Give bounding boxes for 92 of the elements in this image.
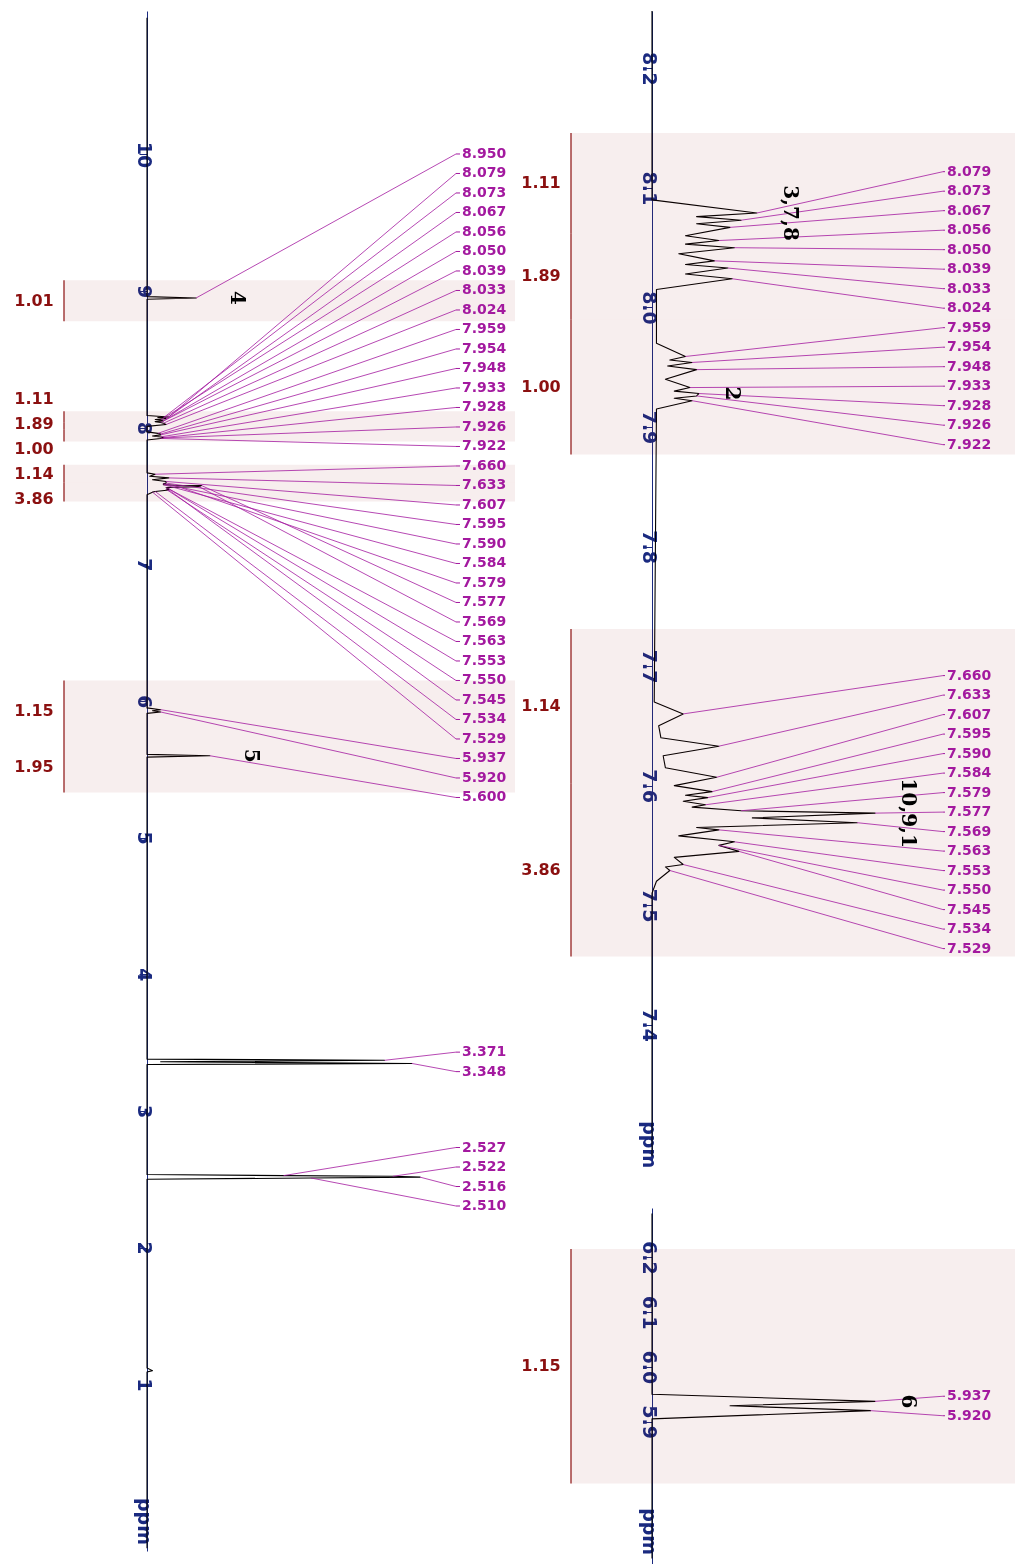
- annotation: 10,9,1: [897, 778, 922, 848]
- annotation: 7.959: [462, 320, 507, 337]
- band-label: 1.14: [521, 696, 561, 716]
- annotation: 6: [897, 1394, 922, 1409]
- annotation: 8.073: [462, 183, 507, 200]
- annotation: 8.067: [947, 201, 992, 218]
- annotation: 7.660: [947, 666, 992, 683]
- annotation: 5.920: [462, 768, 507, 785]
- band-label: 3.86: [14, 488, 54, 508]
- annotation: 2.527: [462, 1138, 507, 1155]
- annotation: 7.633: [947, 686, 992, 703]
- annotation: 5.937: [947, 1387, 992, 1404]
- annotation: 8.056: [462, 222, 507, 239]
- annotation: 7.595: [947, 725, 992, 742]
- band-label: 3.86: [521, 859, 561, 879]
- annotation: 8.067: [462, 203, 507, 220]
- annotation: 7.926: [462, 417, 507, 434]
- annotation: 2: [721, 386, 746, 401]
- annotation: 7.959: [947, 318, 992, 335]
- annotation: 7.534: [947, 920, 992, 937]
- annotation: 3.371: [462, 1043, 507, 1060]
- annotation: 8.050: [462, 242, 507, 259]
- band-label: 1.14: [14, 463, 54, 483]
- annotation: 8.073: [947, 182, 992, 199]
- annotation: 7.590: [462, 534, 507, 551]
- band-label: 1.00: [521, 376, 561, 396]
- annotation: 8.039: [462, 261, 507, 278]
- annotation: 7.553: [947, 861, 992, 878]
- annotation: 5: [239, 748, 264, 763]
- band-label: 1.11: [14, 388, 54, 408]
- annotation: 8.024: [462, 300, 507, 317]
- annotation: 3.348: [462, 1062, 507, 1079]
- annotation: 7.607: [947, 705, 992, 722]
- annotation: 7.590: [947, 744, 992, 761]
- annotation: 7.550: [462, 671, 507, 688]
- annotation: 7.948: [462, 359, 507, 376]
- annotation: 7.584: [462, 554, 507, 571]
- annotation: 7.933: [462, 378, 507, 395]
- annotation: 7.579: [947, 783, 992, 800]
- band-label: 1.11: [521, 173, 561, 193]
- annotation: 8.033: [462, 281, 507, 298]
- annotation: 7.529: [947, 939, 992, 956]
- annotation: 7.584: [947, 764, 992, 781]
- annotation: 8.079: [947, 162, 992, 179]
- annotation: 8.050: [947, 240, 992, 257]
- annotation: 8.033: [947, 279, 992, 296]
- annotation: 7.660: [462, 456, 507, 473]
- band-label: 1.15: [14, 701, 54, 721]
- band-label: 1.00: [14, 438, 54, 458]
- annotation: 7.579: [462, 573, 507, 590]
- annotation: 7.633: [462, 476, 507, 493]
- annotation: 8.950: [462, 144, 507, 161]
- annotation: 7.553: [462, 651, 507, 668]
- annotation: 2.510: [462, 1197, 507, 1214]
- annotation: 2.522: [462, 1158, 507, 1175]
- annotation: 7.954: [947, 338, 992, 355]
- annotation: 7.545: [947, 900, 992, 917]
- annotation: 5.600: [462, 788, 507, 805]
- annotation: 5.937: [462, 749, 507, 766]
- annotation: 8.039: [947, 260, 992, 277]
- annotation: 7.933: [947, 377, 992, 394]
- annotation: 7.948: [947, 357, 992, 374]
- annotation: 7.928: [462, 398, 507, 415]
- band-label: 1.15: [521, 1356, 561, 1376]
- annotation: 7.534: [462, 710, 507, 727]
- annotation: 7.595: [462, 515, 507, 532]
- annotation: 7.545: [462, 690, 507, 707]
- annotation: 7.922: [462, 437, 507, 454]
- annotation: 7.928: [947, 396, 992, 413]
- band-label: 1.89: [521, 266, 561, 286]
- annotation: 7.569: [462, 612, 507, 629]
- annotation: 7.563: [462, 632, 507, 649]
- annotation: 7.577: [947, 803, 992, 820]
- annotation: 8.024: [947, 299, 992, 316]
- annotation: 7.569: [947, 822, 992, 839]
- annotation: 7.550: [947, 881, 992, 898]
- band-label: 1.95: [14, 757, 54, 777]
- annotation: 7.607: [462, 495, 507, 512]
- annotation: 7.529: [462, 729, 507, 746]
- annotation: 5.920: [947, 1406, 992, 1423]
- annotation: 8.056: [947, 221, 992, 238]
- annotation: 7.954: [462, 339, 507, 356]
- annotation: 8.079: [462, 164, 507, 181]
- annotation: 2.516: [462, 1177, 507, 1194]
- annotation: 7.577: [462, 593, 507, 610]
- band-label: 1.89: [14, 413, 54, 433]
- annotation: 7.926: [947, 416, 992, 433]
- annotation: 3,7,8: [779, 185, 804, 241]
- annotation: 4: [226, 291, 251, 305]
- annotation: 7.563: [947, 842, 992, 859]
- band-label: 1.01: [14, 290, 54, 310]
- annotation: 7.922: [947, 435, 992, 452]
